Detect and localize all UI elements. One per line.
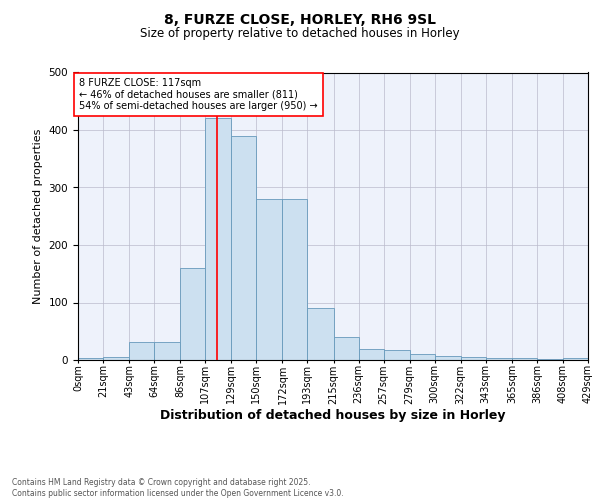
Bar [154,342,180,360]
Bar [410,354,434,360]
Bar [78,358,103,360]
Bar [563,358,588,360]
Bar [461,357,486,360]
Bar [205,118,232,360]
Bar [180,268,205,360]
Bar [232,136,256,360]
Bar [486,358,512,360]
Bar [103,357,129,360]
Y-axis label: Number of detached properties: Number of detached properties [33,128,43,304]
Bar [129,342,154,360]
Bar [434,356,461,360]
Text: 8, FURZE CLOSE, HORLEY, RH6 9SL: 8, FURZE CLOSE, HORLEY, RH6 9SL [164,12,436,26]
Bar [383,350,410,360]
Bar [537,359,563,360]
Bar [283,199,307,360]
Text: Contains HM Land Registry data © Crown copyright and database right 2025.
Contai: Contains HM Land Registry data © Crown c… [12,478,344,498]
Bar [512,358,537,360]
Text: 8 FURZE CLOSE: 117sqm
← 46% of detached houses are smaller (811)
54% of semi-det: 8 FURZE CLOSE: 117sqm ← 46% of detached … [79,78,318,112]
Bar [359,348,383,360]
Text: Size of property relative to detached houses in Horley: Size of property relative to detached ho… [140,28,460,40]
Bar [256,199,283,360]
X-axis label: Distribution of detached houses by size in Horley: Distribution of detached houses by size … [160,409,506,422]
Bar [307,308,334,360]
Bar [334,337,359,360]
